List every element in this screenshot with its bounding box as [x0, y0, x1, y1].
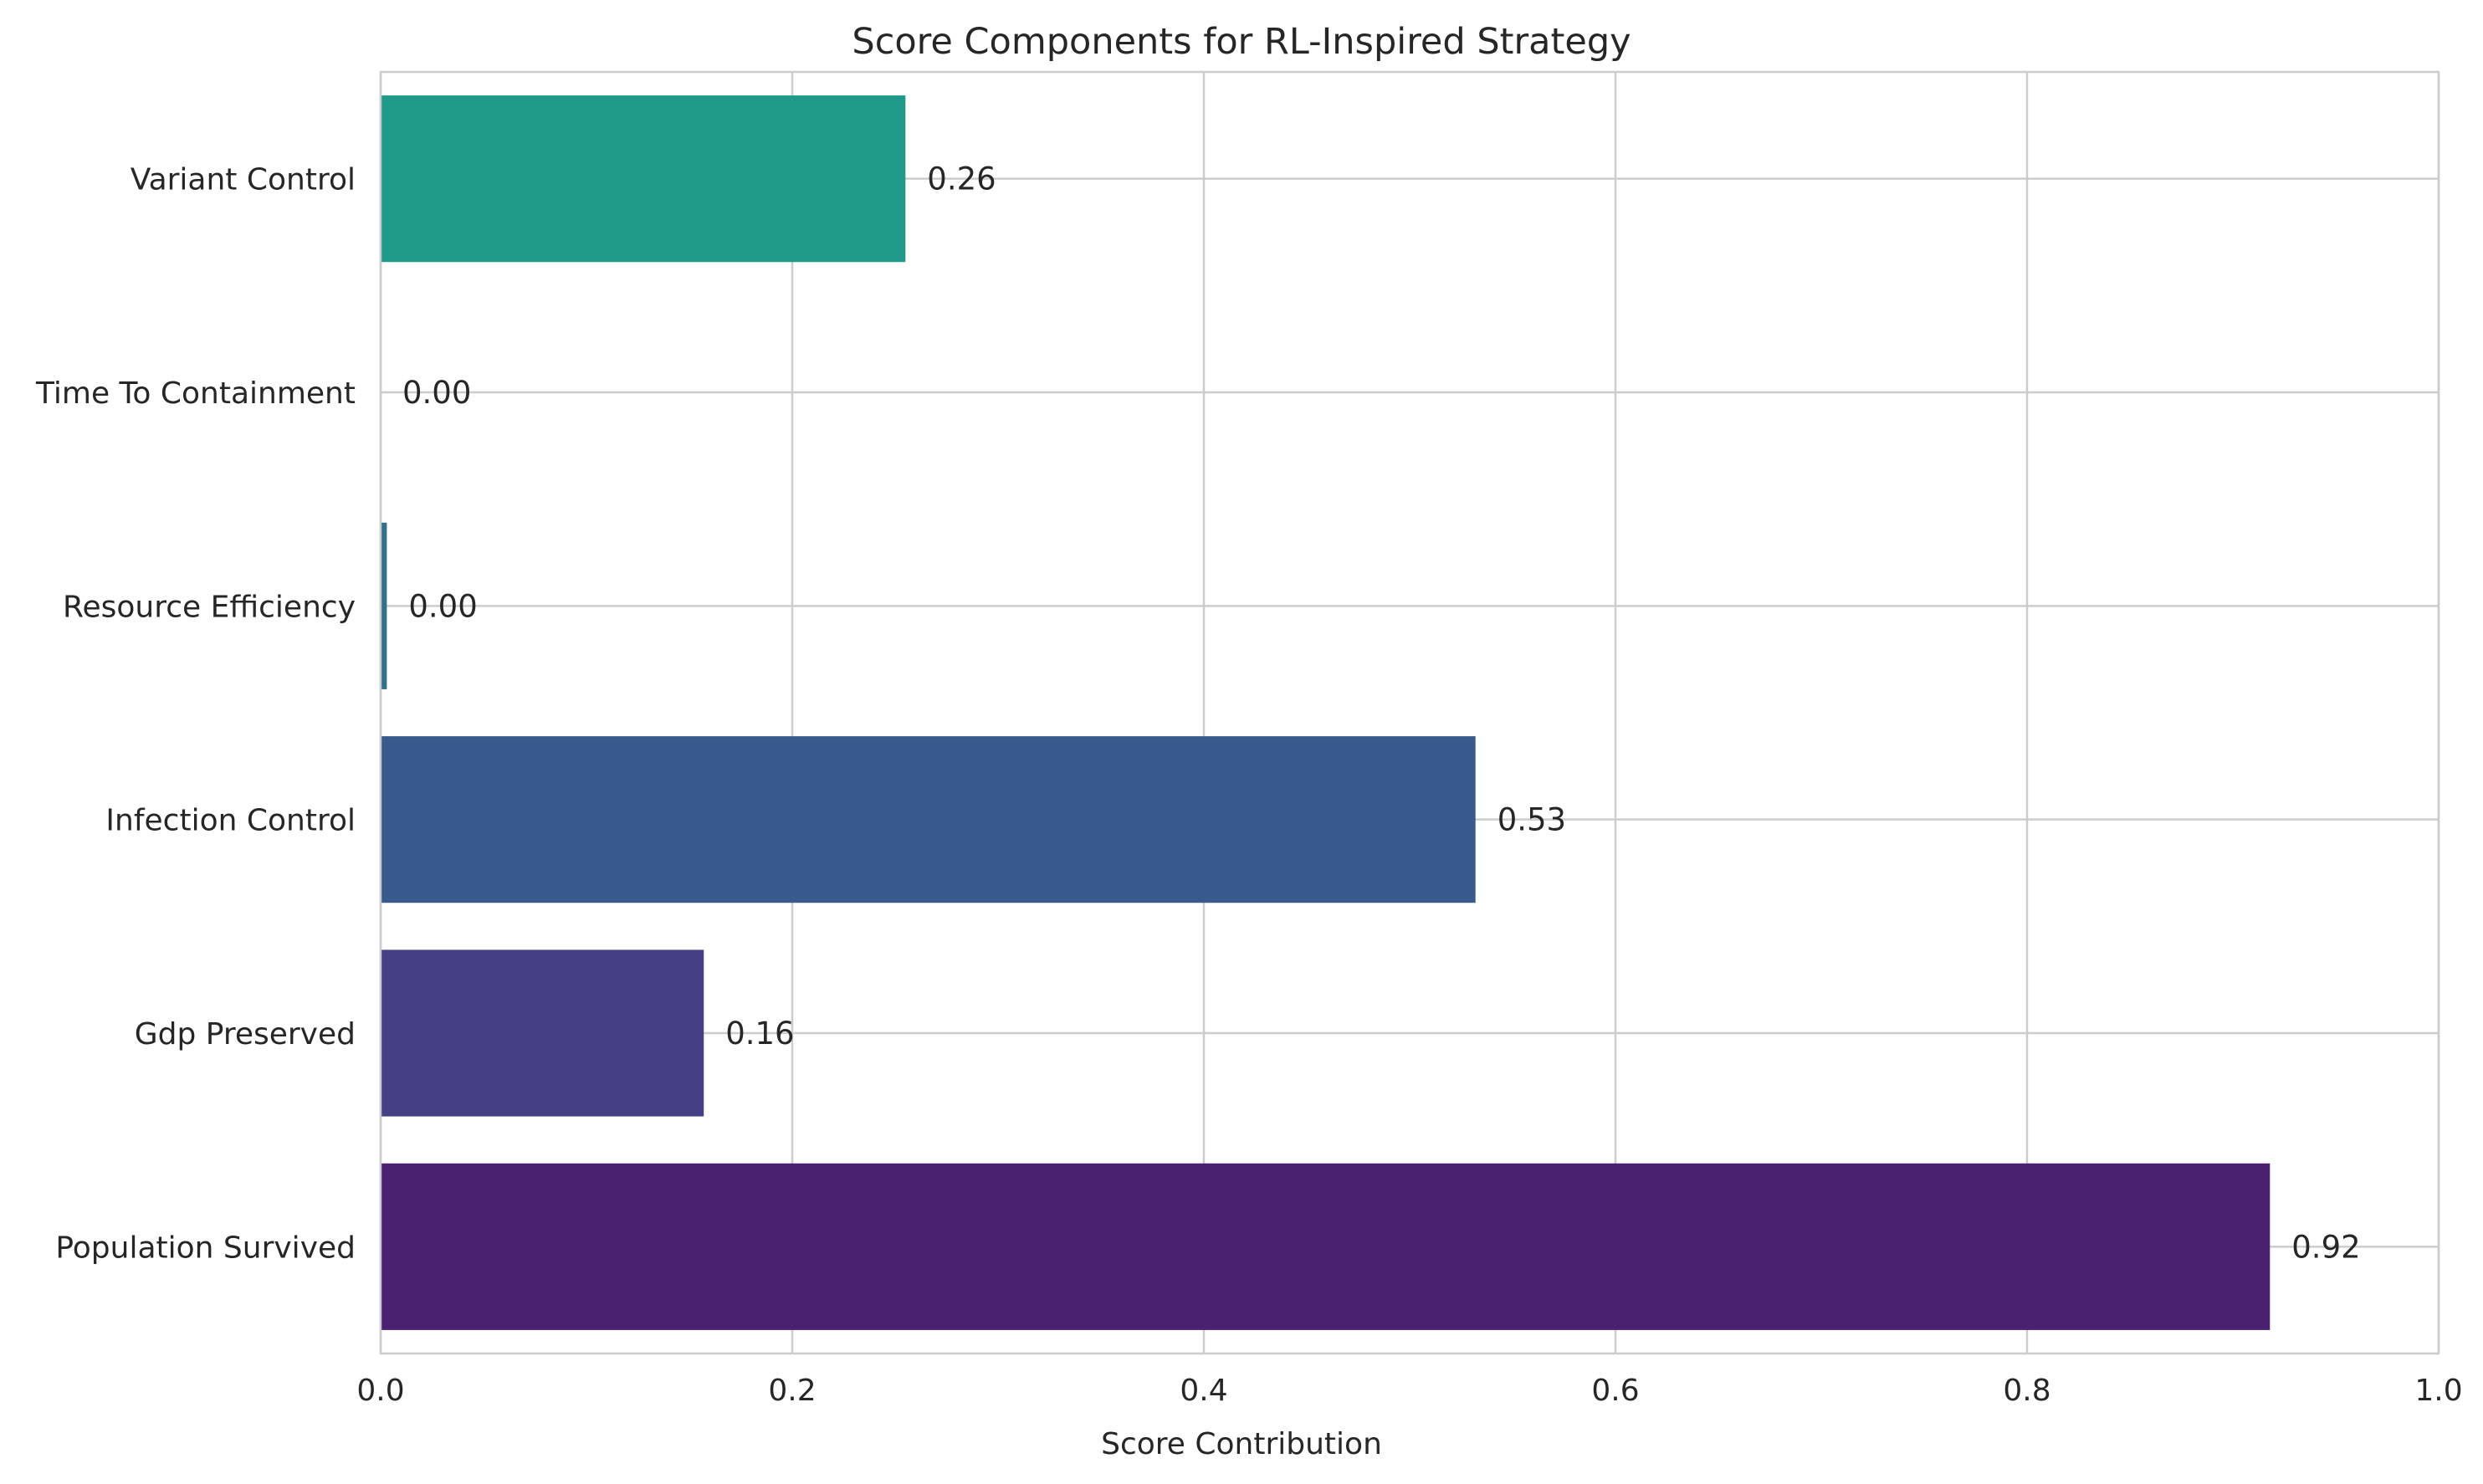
- y-tick-labels: Population Survived Gdp Preserved Infectio…: [35, 163, 356, 1266]
- plot-border: [379, 70, 2440, 1355]
- bar: [381, 949, 704, 1117]
- y-tick-label: Resource Efficiency: [63, 590, 356, 624]
- grid-lines: [379, 72, 2440, 1354]
- bar: [381, 522, 387, 689]
- data-label: 0.16: [725, 1016, 794, 1052]
- bar: [381, 95, 906, 263]
- x-axis-label: Score Contribution: [1101, 1427, 1382, 1461]
- x-tick-label: 0.2: [768, 1374, 816, 1408]
- data-label: 0.00: [402, 375, 471, 411]
- y-tick-label: Time To Containment: [35, 376, 356, 411]
- bars: [381, 95, 2271, 1330]
- bar: [381, 736, 1476, 903]
- data-label: 0.53: [1497, 802, 1566, 838]
- x-tick-label: 0.4: [1180, 1374, 1227, 1408]
- bar: [381, 1163, 2271, 1330]
- value-labels: 0.92 0.16 0.53 0.00 0.00 0.26: [402, 161, 2361, 1266]
- data-label: 0.92: [2291, 1229, 2360, 1265]
- y-tick-label: Infection Control: [105, 804, 356, 838]
- data-label: 0.00: [408, 588, 477, 624]
- y-tick-label: Variant Control: [131, 163, 356, 197]
- x-tick-label: 0.0: [356, 1374, 404, 1408]
- y-tick-label: Gdp Preserved: [135, 1017, 356, 1052]
- x-tick-label: 1.0: [2414, 1374, 2462, 1408]
- x-tick-labels: 0.0 0.2 0.4 0.6 0.8 1.0: [356, 1374, 2462, 1408]
- y-tick-label: Population Survived: [55, 1231, 356, 1265]
- data-label: 0.26: [927, 161, 996, 197]
- chart-title: Score Components for RL-Inspired Strateg…: [852, 21, 1631, 63]
- x-tick-label: 0.8: [2003, 1374, 2050, 1408]
- plot-frame: [379, 70, 2440, 1355]
- x-tick-label: 0.6: [1591, 1374, 1639, 1408]
